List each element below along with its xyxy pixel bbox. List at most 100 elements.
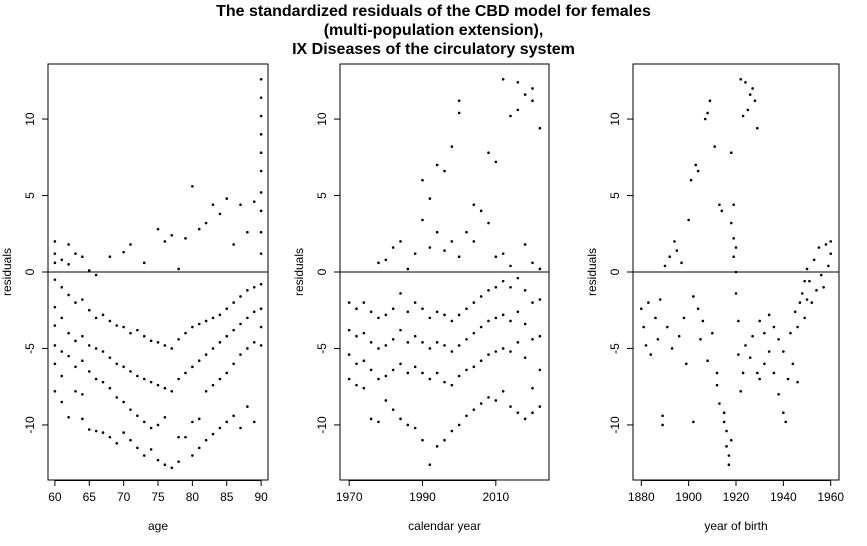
data-point	[734, 270, 738, 274]
data-point	[722, 420, 726, 424]
data-point	[428, 316, 432, 320]
data-point	[81, 298, 84, 301]
data-point	[443, 313, 446, 317]
data-point	[758, 377, 761, 381]
data-point	[732, 203, 735, 207]
data-point	[384, 399, 388, 402]
data-point	[115, 396, 119, 399]
data-point	[523, 322, 527, 326]
data-point	[391, 368, 395, 372]
data-point	[805, 267, 809, 271]
data-point	[443, 249, 446, 252]
data-point	[252, 285, 256, 289]
data-point	[727, 454, 731, 457]
data-point	[692, 420, 695, 424]
data-point	[211, 316, 215, 320]
data-point	[741, 114, 745, 118]
data-point	[739, 389, 743, 393]
data-point	[355, 362, 358, 366]
y-axis-label: residuals	[585, 248, 599, 296]
data-point	[259, 252, 263, 255]
data-point	[523, 289, 527, 292]
data-point	[94, 316, 98, 320]
data-point	[758, 319, 761, 323]
data-point	[115, 441, 119, 445]
data-point	[218, 377, 222, 381]
data-point	[81, 359, 84, 363]
data-point	[812, 258, 816, 262]
data-point	[355, 334, 358, 338]
data-point	[170, 466, 174, 470]
data-points	[639, 77, 833, 467]
data-point	[259, 133, 263, 136]
data-point	[457, 99, 461, 103]
data-point	[53, 362, 57, 366]
data-point	[817, 246, 821, 249]
data-point	[355, 307, 358, 311]
data-point	[413, 252, 417, 255]
data-point	[796, 325, 799, 329]
data-point	[122, 325, 125, 329]
data-point	[163, 344, 167, 347]
data-point	[538, 334, 542, 338]
data-point	[67, 243, 70, 246]
data-point	[654, 316, 657, 320]
data-point	[108, 435, 112, 439]
data-point	[734, 292, 738, 295]
data-point	[472, 240, 476, 243]
data-point	[827, 264, 830, 268]
panel-3: 1880 1900 1920 1940 1960 -10 -5 0 5 10 year of bir…	[585, 63, 844, 533]
data-point	[177, 377, 180, 381]
x-tick-label: 70	[117, 490, 131, 504]
data-point	[666, 325, 669, 329]
data-point	[197, 227, 201, 231]
data-point	[136, 374, 139, 378]
data-point	[101, 350, 105, 353]
x-tick-label: 90	[254, 490, 268, 504]
data-point	[428, 463, 432, 467]
data-point	[450, 350, 454, 353]
data-point	[450, 145, 454, 148]
data-point	[782, 350, 785, 353]
y-tick-label: 0	[23, 268, 37, 275]
data-point	[347, 353, 351, 356]
data-point	[163, 415, 167, 419]
data-point	[211, 203, 215, 207]
x-tick-label: 1880	[628, 490, 655, 504]
data-point	[184, 331, 187, 335]
data-point	[465, 414, 468, 418]
data-point	[435, 371, 439, 375]
data-point	[211, 432, 215, 436]
data-point	[184, 435, 187, 439]
data-point	[377, 347, 380, 350]
y-tick-label: 0	[315, 268, 329, 275]
data-point	[715, 383, 719, 387]
data-point	[661, 423, 664, 427]
data-point	[687, 218, 690, 222]
data-point	[204, 389, 208, 393]
data-point	[803, 316, 806, 320]
panel-1: 60 65 70 75 80 85 90 -10 -5 0 5 10 age residuals	[0, 63, 269, 533]
data-point	[347, 328, 351, 332]
data-point	[421, 438, 424, 442]
data-point	[465, 230, 468, 234]
data-point	[472, 203, 476, 207]
data-point	[252, 200, 256, 203]
data-point	[465, 368, 468, 372]
data-point	[815, 289, 818, 292]
data-point	[87, 308, 91, 312]
y-axis-label: residuals	[0, 248, 14, 296]
data-point	[531, 261, 534, 265]
data-point	[729, 438, 733, 442]
data-point	[822, 285, 825, 289]
y-tick-label: 5	[23, 192, 37, 199]
data-point	[722, 411, 726, 415]
data-point	[369, 341, 373, 344]
data-point	[796, 380, 799, 384]
data-point	[259, 191, 263, 194]
data-point	[501, 279, 505, 283]
data-point	[443, 344, 446, 347]
y-tick-label: -10	[23, 416, 37, 434]
x-tick-label: 85	[220, 490, 234, 504]
